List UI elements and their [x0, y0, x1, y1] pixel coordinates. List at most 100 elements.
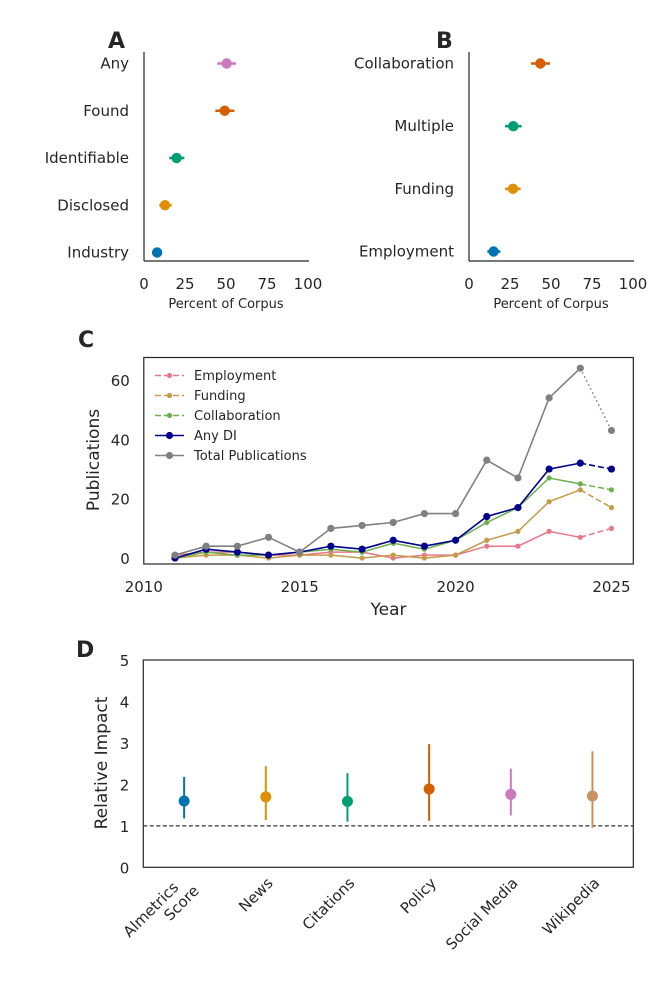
panel-c-legend: Employment Funding Collaboration Any DI Tota… — [155, 369, 307, 464]
marker-funding-2020 — [452, 552, 459, 558]
panel-c-x-tick-2025: 2025 — [592, 578, 630, 596]
marker-employment-2024 — [577, 534, 583, 540]
panel-b: B Collaboration Multiple Funding Employment… — [354, 29, 647, 312]
point-social-media — [505, 788, 517, 800]
marker-funding-2024 — [577, 487, 583, 493]
marker-total-publications-2022 — [514, 474, 522, 482]
marker-total-publications-2012 — [202, 542, 210, 550]
legend-label-total-publications: Total Publications — [193, 449, 307, 464]
marker-total-publications-2024 — [576, 364, 584, 372]
panel-b-y-tick-collaboration: Collaboration — [354, 55, 454, 73]
marker-funding-2019 — [421, 555, 428, 561]
panel-d-x-tick-line: Citations — [299, 874, 359, 934]
panel-letter-d: D — [76, 638, 94, 663]
panel-a-y-tick-found: Found — [83, 102, 129, 120]
marker-any-di-2024 — [576, 459, 584, 467]
projected-segment-total-publications — [579, 367, 613, 431]
marker-funding-2025 — [608, 505, 615, 511]
panel-b-y-tick-multiple: Multiple — [394, 117, 454, 135]
point-found — [219, 105, 230, 116]
series-total-publications — [171, 364, 616, 559]
legend-marker-funding — [166, 392, 173, 399]
panel-b-y-tick-funding: Funding — [394, 180, 454, 198]
marker-total-publications-2019 — [420, 509, 429, 518]
panel-c-x-tick-2010: 2010 — [125, 578, 163, 596]
point-funding — [507, 183, 519, 195]
legend-marker-total-publications — [165, 451, 174, 460]
projected-segment-collaboration — [580, 483, 612, 491]
marker-any-di-2021 — [483, 512, 491, 521]
marker-funding-2016 — [328, 552, 334, 558]
projected-segment-employment — [580, 527, 612, 539]
marker-funding-2022 — [515, 528, 521, 534]
panel-d-x-tick-line: Wikipedia — [539, 874, 603, 938]
panel-b-x-label: Percent of Corpus — [493, 297, 609, 312]
marker-total-publications-2020 — [451, 509, 460, 518]
point-multiple — [508, 120, 519, 132]
panel-a-y-tick-industry: Industry — [67, 244, 129, 262]
marker-employment-2021 — [484, 543, 490, 549]
panel-d-frame — [142, 659, 634, 868]
panel-d-y-tick-1: 1 — [120, 818, 130, 836]
marker-collaboration-2023 — [546, 475, 552, 481]
line-any-di — [174, 462, 581, 559]
marker-collaboration-2024 — [577, 481, 583, 487]
marker-any-di-2022 — [514, 504, 522, 512]
legend-marker-any-di — [165, 431, 174, 440]
point-industry — [151, 247, 163, 258]
panel-b-x-tick-75: 75 — [582, 275, 601, 293]
point-collaboration — [535, 58, 546, 69]
marker-any-di-2019 — [420, 542, 429, 550]
panel-b-x-tick-50: 50 — [541, 275, 560, 293]
panel-c-x-tick-2015: 2015 — [281, 578, 319, 596]
panel-a-y-tick-any: Any — [100, 55, 129, 73]
marker-total-publications-2025 — [607, 426, 616, 435]
marker-any-di-2016 — [327, 542, 335, 550]
panel-d-x-tick-policy: Policy — [397, 874, 440, 917]
legend-label-collaboration: Collaboration — [194, 409, 281, 424]
legend-label-funding: Funding — [194, 389, 246, 404]
panel-a-x-tick-0: 0 — [139, 275, 149, 293]
panel-d-y-tick-3: 3 — [120, 735, 130, 753]
marker-funding-2017 — [359, 555, 365, 561]
marker-funding-2023 — [546, 499, 552, 505]
marker-employment-2022 — [515, 543, 521, 549]
panel-a-x-tick-25: 25 — [175, 275, 194, 293]
panel-d-x-tick-news: News — [235, 874, 277, 916]
panel-c: C 0 20 40 60 2010 2015 2020 2025 Employment Fun… — [78, 328, 634, 620]
legend-label-any-di: Any DI — [194, 429, 237, 444]
panel-c-x-tick-2020: 2020 — [436, 578, 474, 596]
marker-funding-2021 — [484, 537, 490, 543]
panel-c-y-tick-20: 20 — [111, 491, 130, 509]
panel-d-x-tick-social-media: Social Media — [442, 874, 521, 953]
point-identifiable — [171, 152, 182, 164]
panel-d-x-tick-line: News — [235, 874, 277, 916]
point-almetrics-score — [178, 795, 190, 807]
line-total-publications — [174, 367, 581, 556]
marker-collaboration-2025 — [608, 487, 615, 493]
legend-marker-employment — [166, 372, 173, 379]
panel-d-x-tick-line: Policy — [397, 874, 440, 917]
panel-b-x-tick-100: 100 — [619, 275, 648, 293]
point-employment — [488, 246, 499, 257]
panel-c-y-tick-0: 0 — [120, 550, 130, 568]
panel-c-y-tick-60: 60 — [111, 372, 130, 390]
panel-b-x-tick-0: 0 — [464, 275, 474, 293]
marker-total-publications-2014 — [264, 533, 273, 541]
marker-employment-2025 — [608, 525, 615, 531]
panel-d-x-tick-almetrics-score: AlmetricsScore — [120, 870, 203, 953]
panel-d: D 0 1 2 3 4 5 AlmetricsScore News Citations Poli… — [76, 638, 634, 954]
marker-employment-2023 — [546, 528, 552, 534]
panel-letter-a: A — [108, 29, 125, 54]
legend-marker-collaboration — [166, 412, 173, 419]
panel-c-frame — [143, 356, 634, 565]
panel-a-x-tick-100: 100 — [294, 275, 323, 293]
marker-total-publications-2023 — [545, 394, 553, 402]
marker-total-publications-2021 — [483, 456, 491, 464]
line-collaboration — [174, 477, 581, 559]
panel-d-y-tick-4: 4 — [120, 693, 130, 711]
point-disclosed — [159, 200, 171, 211]
projected-segment-any-di — [580, 462, 612, 470]
panel-d-x-tick-citations: Citations — [299, 874, 359, 934]
